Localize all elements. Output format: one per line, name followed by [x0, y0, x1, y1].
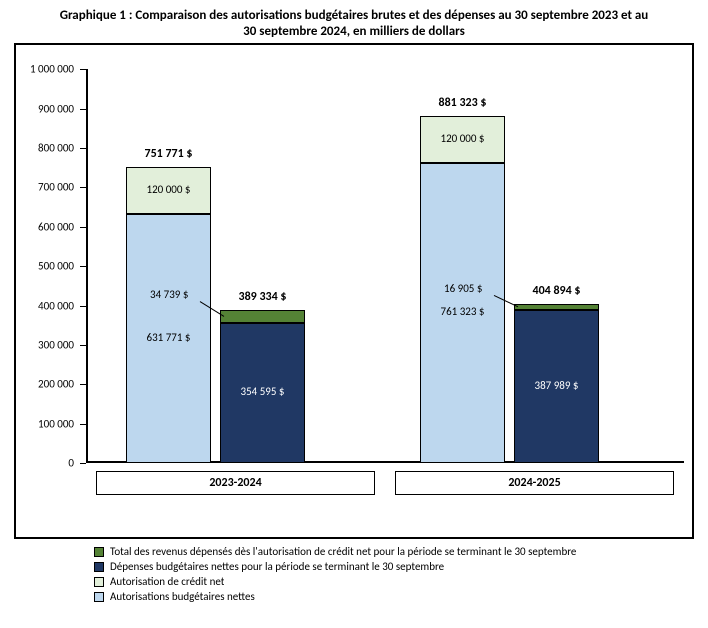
- legend-item: Autorisations budgétaires nettes: [94, 590, 694, 603]
- legend-swatch: [94, 592, 104, 602]
- y-tick-mark: [80, 345, 86, 346]
- bar-value-label: 120 000 $: [420, 132, 505, 145]
- bar-value-label: 120 000 $: [126, 183, 211, 196]
- legend-label: Autorisations budgétaires nettes: [110, 590, 255, 603]
- y-tick-label: 700 000: [38, 181, 74, 194]
- y-tick-mark: [80, 227, 86, 228]
- legend-item: Total des revenus dépensés dès l'autoris…: [94, 545, 694, 558]
- y-tick-label: 300 000: [38, 338, 74, 351]
- bar-value-label: 761 323 $: [420, 305, 505, 318]
- legend-swatch: [94, 547, 104, 557]
- y-tick-label: 0: [68, 457, 74, 470]
- y-tick-label: 200 000: [38, 378, 74, 391]
- legend-label: Total des revenus dépensés dès l'autoris…: [110, 545, 576, 558]
- y-tick-mark: [80, 424, 86, 425]
- legend-item: Dépenses budgétaires nettes pour la péri…: [94, 560, 694, 573]
- y-tick-label: 400 000: [38, 299, 74, 312]
- legend-item: Autorisation de crédit net: [94, 575, 694, 588]
- bar-total-label: 389 334 $: [210, 290, 315, 304]
- bar-value-label: 631 771 $: [126, 331, 211, 344]
- y-tick-mark: [80, 463, 86, 464]
- legend-swatch: [94, 562, 104, 572]
- y-tick-mark: [80, 148, 86, 149]
- legend-label: Dépenses budgétaires nettes pour la péri…: [110, 560, 444, 573]
- chart-title: Graphique 1 : Comparaison des autorisati…: [54, 8, 654, 39]
- y-tick-mark: [80, 109, 86, 110]
- bar-leader-label: 34 739 $: [150, 288, 188, 301]
- bar-total-label: 881 323 $: [410, 96, 515, 110]
- x-category-label: 2024-2025: [395, 471, 674, 495]
- y-tick-mark: [80, 306, 86, 307]
- bar-value-label: 387 989 $: [514, 379, 599, 392]
- bar-segment: [220, 310, 305, 324]
- y-tick-label: 500 000: [38, 260, 74, 273]
- y-tick-mark: [80, 384, 86, 385]
- y-tick-label: 1 000 000: [30, 63, 74, 76]
- bar-segment: [514, 304, 599, 311]
- plot-area: 631 771 $ 120 000 $ 751 771 $ 354 595 $ 34 7…: [86, 69, 684, 463]
- y-tick-mark: [80, 69, 86, 70]
- x-category-label: 2023-2024: [96, 471, 375, 495]
- legend-swatch: [94, 577, 104, 587]
- bar-value-label: 354 595 $: [220, 385, 305, 398]
- chart-area: 631 771 $ 120 000 $ 751 771 $ 354 595 $ 34 7…: [14, 43, 694, 539]
- legend: Total des revenus dépensés dès l'autoris…: [14, 545, 694, 603]
- y-tick-label: 100 000: [38, 417, 74, 430]
- y-tick-label: 900 000: [38, 102, 74, 115]
- y-tick-mark: [80, 266, 86, 267]
- bar-total-label: 404 894 $: [504, 284, 609, 298]
- legend-label: Autorisation de crédit net: [110, 575, 224, 588]
- bar-total-label: 751 771 $: [116, 147, 221, 161]
- y-tick-label: 600 000: [38, 220, 74, 233]
- bar-leader-label: 16 905 $: [444, 282, 482, 295]
- y-tick-mark: [80, 187, 86, 188]
- y-tick-label: 800 000: [38, 141, 74, 154]
